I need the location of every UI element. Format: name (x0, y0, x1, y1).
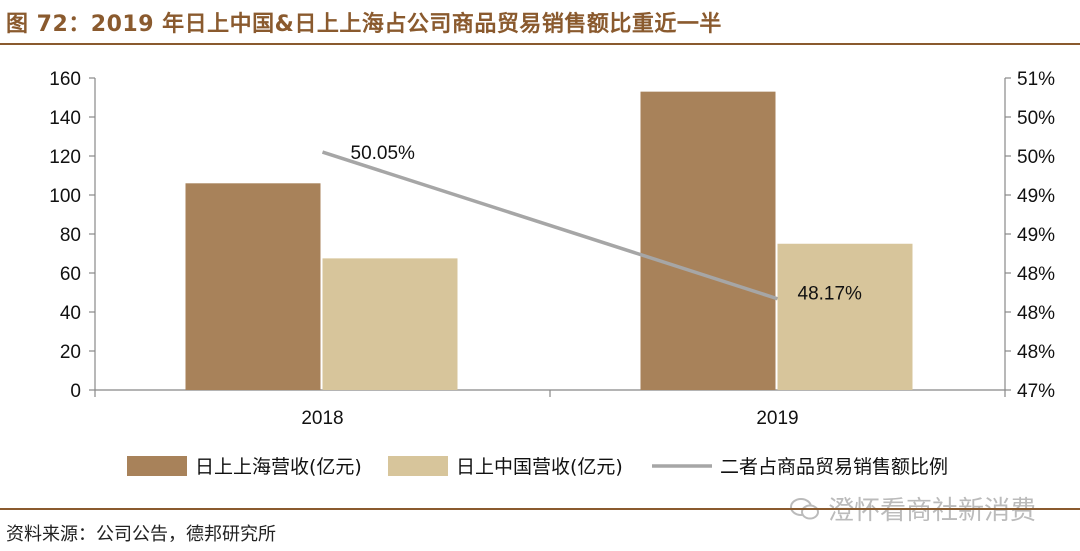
right-tick-label: 49% (1017, 225, 1055, 246)
bottom-rule (0, 508, 1080, 510)
right-tick-label: 48% (1017, 342, 1055, 363)
left-tick-label: 40 (60, 303, 81, 324)
watermark: 澄怀看商社新消费 (790, 490, 1036, 527)
left-tick-label: 20 (60, 342, 81, 363)
bar-shanghai-2019 (640, 91, 776, 391)
right-tick-label: 48% (1017, 264, 1055, 285)
right-tick-label: 48% (1017, 303, 1055, 324)
top-rule (0, 43, 1080, 45)
right-tick-label: 50% (1017, 147, 1055, 168)
left-tick-label: 100 (49, 186, 81, 207)
legend-shanghai-swatch (127, 456, 187, 476)
right-tick-label: 50% (1017, 108, 1055, 129)
left-tick-label: 140 (49, 108, 81, 129)
ratio-line (321, 150, 779, 301)
source-note: 资料来源：公司公告，德邦研究所 (6, 524, 276, 545)
legend-ratio-label: 二者占商品贸易销售额比例 (720, 456, 948, 478)
watermark-text: 澄怀看商社新消费 (828, 496, 1037, 526)
combo-chart: 0 20 40 60 80 100 120 140 160 47% 48% 48% 48% 49% 49% 5… (49, 69, 1055, 478)
right-tick-label: 51% (1017, 69, 1055, 90)
right-tick-label: 47% (1017, 381, 1055, 402)
legend-shanghai-label: 日上上海营收(亿元) (195, 456, 362, 478)
left-tick-label: 160 (49, 69, 81, 90)
legend-china-swatch (388, 456, 448, 476)
left-tick-label: 120 (49, 147, 81, 168)
chart-title: 图 72：2019 年日上中国&日上上海占公司商品贸易销售额比重近一半 (6, 12, 722, 37)
bar-china-2019 (777, 243, 913, 390)
left-tick-label: 0 (70, 381, 81, 402)
right-tick-label: 49% (1017, 186, 1055, 207)
ratio-label-2018: 50.05% (351, 143, 416, 164)
legend-china-label: 日上中国营收(亿元) (456, 456, 623, 478)
left-tick-label: 80 (60, 225, 81, 246)
left-tick-label: 60 (60, 264, 81, 285)
bar-china-2018 (322, 258, 458, 390)
x-tick-label: 2018 (301, 408, 343, 429)
x-tick-label: 2019 (756, 408, 798, 429)
ratio-label-2019: 48.17% (798, 284, 863, 305)
bar-shanghai-2018 (185, 183, 321, 390)
